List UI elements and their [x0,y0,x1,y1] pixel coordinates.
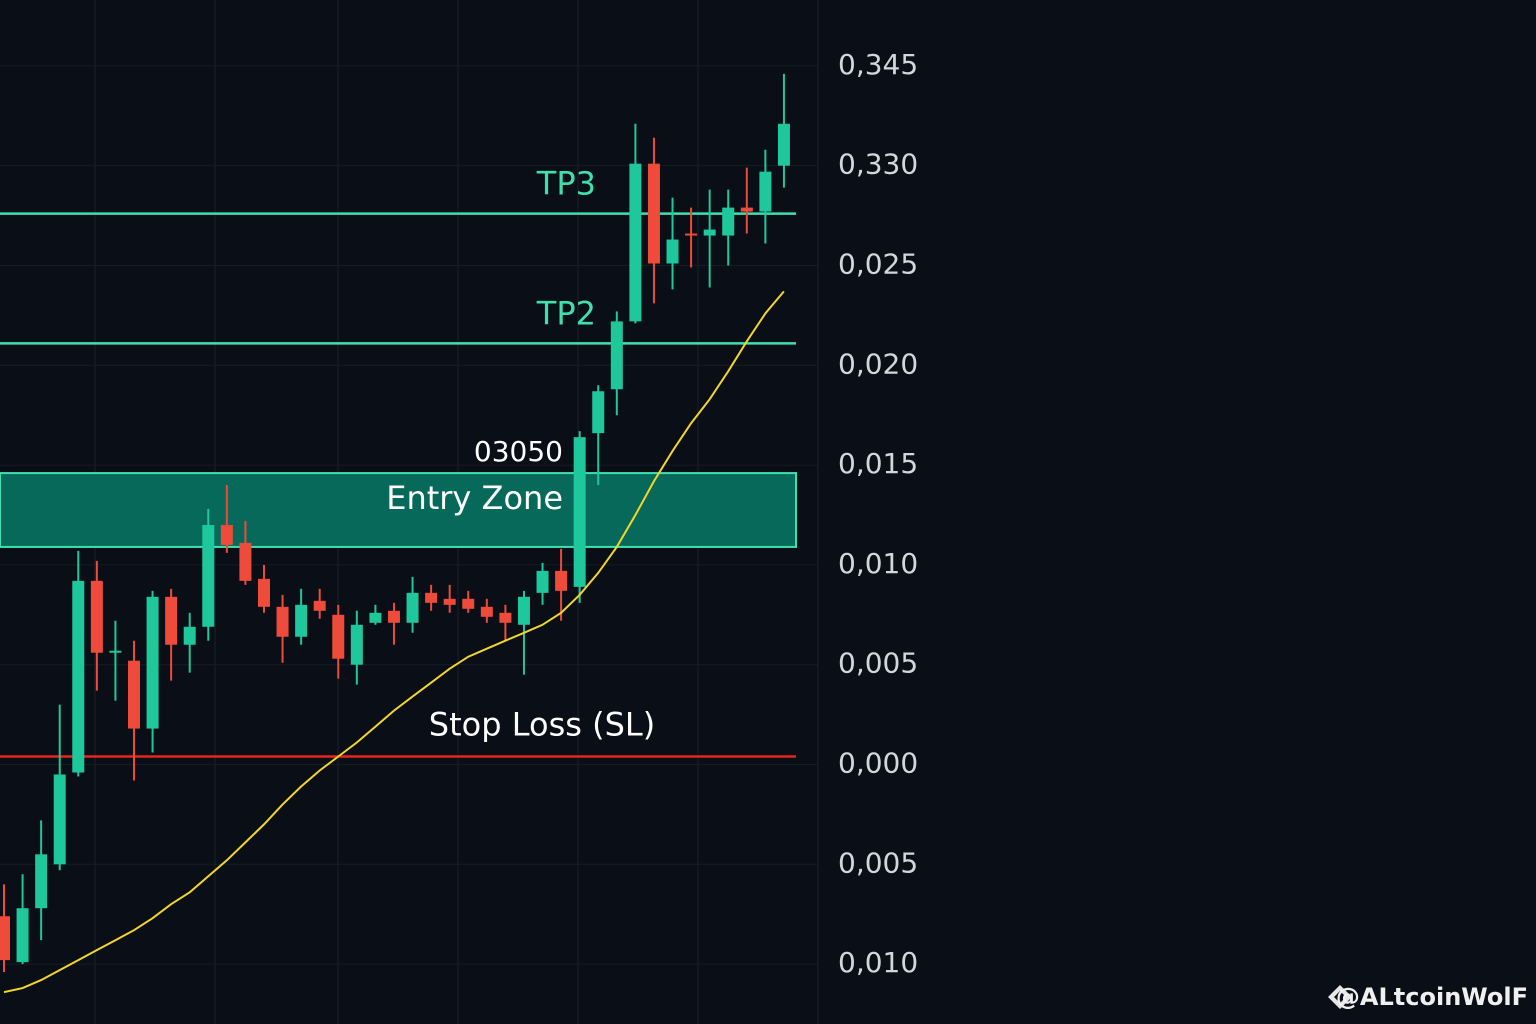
entry-zone [0,472,797,548]
candle-body [165,596,178,645]
candle-body [276,606,289,637]
candle-body [146,596,159,729]
candle-body [387,610,400,623]
plot [0,65,818,994]
logo-icon [1328,985,1352,1009]
moving-average [3,290,785,994]
candle-body [72,580,85,773]
candle-body [610,321,623,390]
candle-body [313,600,326,611]
candle-body [0,916,10,961]
candle-body [443,598,456,605]
candle-body [629,163,642,322]
candle-body [53,774,66,865]
candle-body [555,570,568,591]
candle-body [257,578,270,607]
candle-body [90,580,103,653]
candle-body [406,592,419,623]
candle-body [517,596,530,625]
candle-body [109,650,122,653]
candle-body [499,612,512,623]
candle-body [239,542,252,581]
candle-body [295,604,308,637]
candle-body [536,570,549,593]
y-tick-label: 0,010 [838,946,918,979]
zone-label: Entry Zone [386,479,563,517]
candle-body [369,612,382,623]
y-tick-label: 0,015 [838,447,918,480]
y-tick-label: 0,005 [838,846,918,879]
candle-body [703,229,716,236]
candle-body [666,239,679,264]
candle-body [647,163,660,264]
y-tick-label: 0,345 [838,48,918,81]
y-tick-label: 0,025 [838,247,918,280]
level-label: TP3 [536,165,596,203]
annotation: 03050 [474,435,563,468]
candle-body [202,524,215,627]
candle-body [127,660,140,729]
y-tick-label: 0,330 [838,148,918,181]
candle-body [722,207,735,236]
candle-body [573,437,586,587]
y-tick-label: 0,000 [838,747,918,780]
candle-body [425,592,438,603]
candle-body [685,233,698,236]
candle-body [777,123,790,166]
level-label: Stop Loss (SL) [429,706,655,744]
candle-body [332,614,345,659]
y-tick-label: 0,010 [838,547,918,580]
candle-body [220,524,233,545]
candle-body [740,207,753,212]
y-tick-label: 0,020 [838,347,918,380]
candle-body [759,171,772,212]
y-tick-label: 0,005 [838,647,918,680]
candle-body [592,391,605,434]
candle-body [462,598,475,609]
candle-body [183,626,196,645]
watermark: @ALtcoinWolF [1336,983,1528,1011]
candle-body [350,624,363,665]
candle-body [480,606,493,617]
candle-body [35,854,48,909]
level-label: TP2 [536,294,596,332]
candle-body [16,908,29,963]
